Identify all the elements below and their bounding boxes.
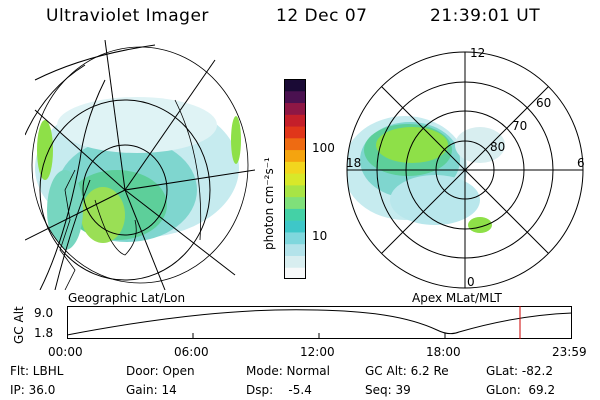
info-seq: Seq: 39 xyxy=(365,383,411,397)
colorbar-cell xyxy=(284,114,306,127)
colorbar-cell xyxy=(284,149,306,162)
colorbar-cell xyxy=(284,267,306,279)
mlt-label-12: 12 xyxy=(470,46,486,60)
info-glat: GLat: -82.2 xyxy=(486,364,553,378)
colorbar-cell xyxy=(284,90,306,104)
colorbar-cell xyxy=(284,231,306,245)
colorbar-tick-100: 100 xyxy=(312,141,335,155)
apex-panel-label: Apex MLat/MLT xyxy=(412,291,502,305)
altitude-tick-bottom: 1.8 xyxy=(34,326,54,340)
colorbar-cell xyxy=(284,220,306,233)
info-mode: Mode: Normal xyxy=(246,364,330,378)
colorbar-cell xyxy=(284,173,306,186)
app-title: Ultraviolet Imager xyxy=(46,6,209,26)
colorbar xyxy=(284,79,306,279)
altitude-plot xyxy=(67,306,573,339)
info-filter: Flt: LBHL xyxy=(10,364,64,378)
colorbar-cell xyxy=(284,126,306,139)
altitude-axis-label: GC Alt xyxy=(12,306,26,344)
time-tick-0600: 06:00 xyxy=(174,345,209,359)
mlat-label-70: 70 xyxy=(512,119,528,133)
colorbar-cell xyxy=(284,102,306,115)
mlt-label-6: 6 xyxy=(577,156,585,170)
time-tick-1800: 18:00 xyxy=(426,345,461,359)
colorbar-cell xyxy=(284,243,306,256)
colorbar-tick-10: 10 xyxy=(312,229,328,243)
info-glon: GLon: 69.2 xyxy=(486,383,556,397)
time-tick-0000: 00:00 xyxy=(48,345,83,359)
mlat-label-60: 60 xyxy=(536,96,552,110)
colorbar-cell xyxy=(284,196,306,209)
colorbar-cell xyxy=(284,161,306,174)
colorbar-cell xyxy=(284,255,306,268)
apex-polar-plot xyxy=(346,51,584,289)
info-gc-alt: GC Alt: 6.2 Re xyxy=(365,364,449,378)
header-date: 12 Dec 07 xyxy=(276,6,368,26)
colorbar-unit-label: photon cm⁻²s⁻¹ xyxy=(262,157,276,250)
time-tick-2359: 23:59 xyxy=(552,345,587,359)
altitude-tick-top: 9.0 xyxy=(34,306,54,320)
info-ip: IP: 36.0 xyxy=(10,383,56,397)
header-time: 21:39:01 UT xyxy=(430,6,541,26)
info-dsp: Dsp: -5.4 xyxy=(246,383,312,397)
mlat-label-80: 80 xyxy=(490,140,506,154)
time-tick-1200: 12:00 xyxy=(300,345,335,359)
geographic-panel-label: Geographic Lat/Lon xyxy=(68,291,186,305)
info-door: Door: Open xyxy=(126,364,195,378)
colorbar-cell xyxy=(284,79,306,92)
mlt-label-18: 18 xyxy=(346,156,362,170)
colorbar-cell xyxy=(284,184,306,198)
info-gain: Gain: 14 xyxy=(126,383,177,397)
geographic-auroral-image xyxy=(25,40,255,290)
colorbar-cell xyxy=(284,137,306,151)
colorbar-cell xyxy=(284,208,306,221)
mlt-label-0: 0 xyxy=(467,275,475,289)
